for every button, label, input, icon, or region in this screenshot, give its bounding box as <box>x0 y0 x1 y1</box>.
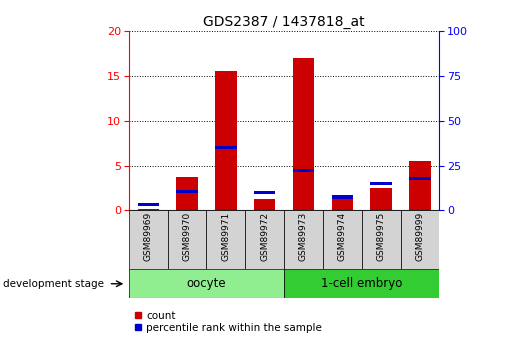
Text: GSM89974: GSM89974 <box>338 212 347 261</box>
Bar <box>168 210 207 269</box>
Bar <box>284 269 439 298</box>
Bar <box>332 196 353 210</box>
Bar <box>332 195 353 199</box>
Bar <box>129 269 284 298</box>
Title: GDS2387 / 1437818_at: GDS2387 / 1437818_at <box>203 14 365 29</box>
Bar <box>254 199 275 210</box>
Text: GSM89971: GSM89971 <box>221 212 230 262</box>
Bar <box>245 210 284 269</box>
Legend: count, percentile rank within the sample: count, percentile rank within the sample <box>134 310 322 333</box>
Text: GSM89969: GSM89969 <box>144 212 153 262</box>
Bar <box>284 210 323 269</box>
Bar <box>137 203 159 206</box>
Bar <box>409 177 431 180</box>
Bar <box>371 182 392 185</box>
Bar <box>176 177 197 210</box>
Bar <box>293 58 314 210</box>
Text: GSM89970: GSM89970 <box>182 212 191 262</box>
Text: GSM89972: GSM89972 <box>260 212 269 261</box>
Bar <box>371 188 392 210</box>
Text: GSM89973: GSM89973 <box>299 212 308 262</box>
Bar <box>129 210 168 269</box>
Bar <box>207 210 245 269</box>
Text: 1-cell embryo: 1-cell embryo <box>321 277 402 290</box>
Bar <box>293 168 314 172</box>
Bar <box>409 161 431 210</box>
Bar <box>215 146 236 149</box>
Text: GSM89975: GSM89975 <box>377 212 386 262</box>
Text: oocyte: oocyte <box>187 277 226 290</box>
Bar <box>362 210 400 269</box>
Bar <box>137 209 159 210</box>
Bar <box>323 210 362 269</box>
Bar <box>215 71 236 210</box>
Text: development stage: development stage <box>3 279 104 289</box>
Bar <box>176 190 197 193</box>
Text: GSM89999: GSM89999 <box>416 212 424 262</box>
Bar <box>400 210 439 269</box>
Bar <box>254 191 275 194</box>
